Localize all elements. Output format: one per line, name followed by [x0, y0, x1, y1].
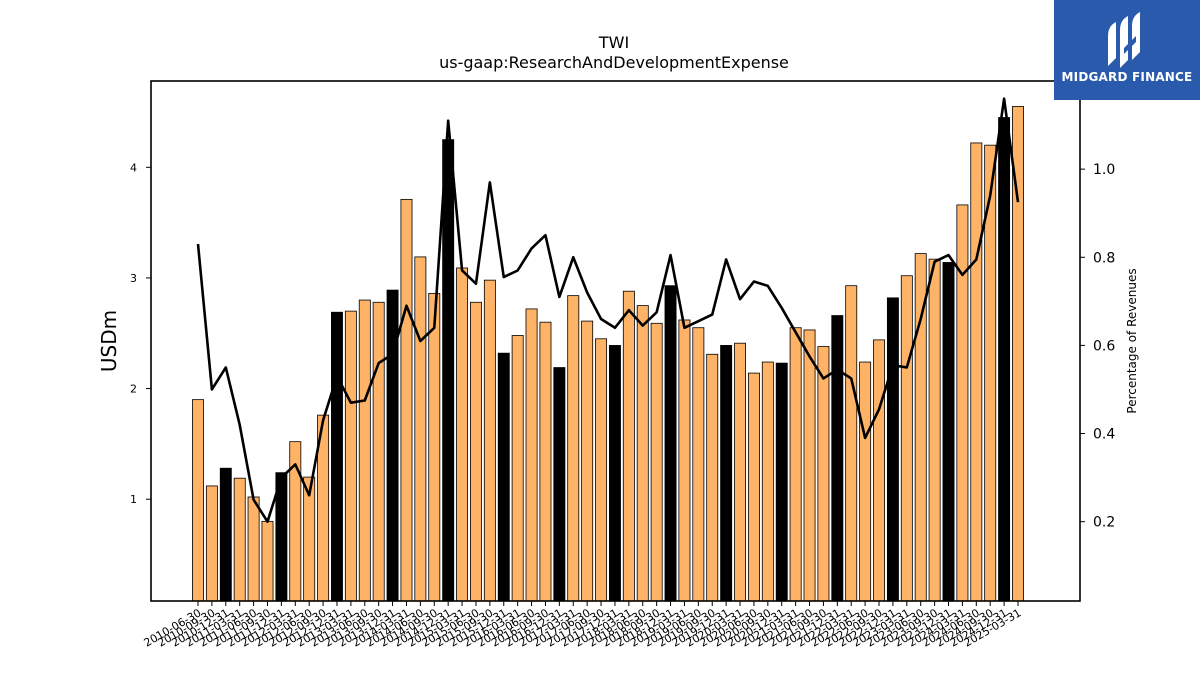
bar-2022-12-31: [886, 297, 899, 602]
bar-2019-06-30: [692, 327, 705, 602]
bar-2019-12-31: [720, 345, 733, 602]
y-tick-label-2: 2: [130, 383, 137, 396]
bar-2017-03-31: [567, 295, 580, 602]
bar-2013-06-30: [358, 299, 371, 602]
y-axis-label: USDm: [97, 310, 121, 372]
line-group: [196, 97, 1020, 523]
bar-2011-03-31: [233, 477, 246, 602]
bar-2013-03-31: [344, 310, 357, 602]
bar-2020-06-30: [747, 372, 760, 602]
brand-name: MIDGARD FINANCE: [1061, 70, 1193, 84]
bar-2014-09-30: [428, 293, 441, 602]
bar-2022-03-31: [845, 285, 858, 602]
bar-2018-03-31: [622, 290, 635, 602]
bar-2023-09-30: [928, 258, 941, 602]
axes-group: 12340.20.40.60.81.02010-06-302010-09-302…: [130, 80, 1115, 650]
bar-2023-03-31: [900, 275, 913, 602]
bars-group: [192, 106, 1024, 602]
plot-frame: [150, 80, 1081, 602]
bar-2015-03-31: [456, 267, 469, 602]
y2-tick-label-1: 1.0: [1093, 162, 1115, 178]
bar-2017-09-30: [595, 338, 608, 602]
bar-2016-06-30: [525, 308, 538, 602]
bar-2017-06-30: [581, 320, 594, 602]
bar-2013-09-30: [372, 301, 385, 602]
y2-tick-label-0.8: 0.8: [1093, 250, 1115, 266]
bar-2024-03-31: [956, 204, 969, 602]
bar-2021-06-30: [803, 329, 816, 602]
bar-2018-09-30: [650, 322, 663, 602]
bar-2014-12-31: [442, 139, 455, 602]
y2-axis-label: Percentage of Revenues: [1125, 268, 1139, 413]
revenue-percentage-line: [196, 97, 1020, 523]
bar-2014-03-31: [400, 198, 413, 602]
bar-2019-03-31: [678, 319, 691, 602]
y-tick-label-4: 4: [130, 161, 137, 174]
bar-2019-09-30: [706, 353, 719, 602]
bar-2010-06-30: [192, 399, 204, 602]
bar-2021-03-31: [789, 327, 802, 602]
bar-2016-12-31: [553, 367, 566, 602]
bar-2010-12-31: [219, 467, 232, 602]
y-tick-label-3: 3: [130, 272, 137, 285]
bar-2020-09-30: [761, 361, 774, 602]
bar-2024-12-31: [998, 117, 1011, 602]
bar-2021-12-31: [831, 315, 844, 602]
brand-logo: MIDGARD FINANCE: [1054, 0, 1200, 100]
bar-2014-06-30: [414, 256, 427, 602]
bar-2023-12-31: [942, 262, 955, 602]
y2-tick-label-0.2: 0.2: [1093, 515, 1115, 531]
bar-2020-03-31: [734, 342, 746, 602]
bar-2022-09-30: [873, 339, 885, 602]
y-tick-label-1: 1: [130, 493, 137, 506]
chart-title: TWI: [598, 33, 629, 52]
bar-2018-06-30: [636, 305, 649, 602]
bar-2015-06-30: [470, 301, 482, 602]
bar-2012-12-31: [331, 311, 343, 602]
bar-2016-09-30: [539, 321, 552, 602]
chart-subtitle: us-gaap:ResearchAndDevelopmentExpense: [439, 53, 789, 72]
bar-2016-03-31: [511, 335, 524, 602]
bar-2011-06-30: [247, 496, 260, 602]
logo-mark-icon: [1108, 12, 1140, 68]
bar-2022-06-30: [859, 361, 872, 602]
bar-2018-12-31: [664, 285, 677, 602]
bar-2010-09-30: [205, 485, 218, 602]
bar-2024-06-30: [970, 142, 983, 602]
bar-2011-09-30: [261, 520, 274, 602]
y2-tick-label-0.6: 0.6: [1093, 338, 1115, 354]
bar-2020-12-31: [775, 362, 788, 602]
bar-2015-12-31: [497, 352, 510, 602]
bar-2021-09-30: [817, 346, 830, 602]
bar-2017-12-31: [608, 345, 621, 602]
bar-2015-09-30: [483, 279, 496, 602]
y2-tick-label-0.4: 0.4: [1093, 427, 1115, 443]
